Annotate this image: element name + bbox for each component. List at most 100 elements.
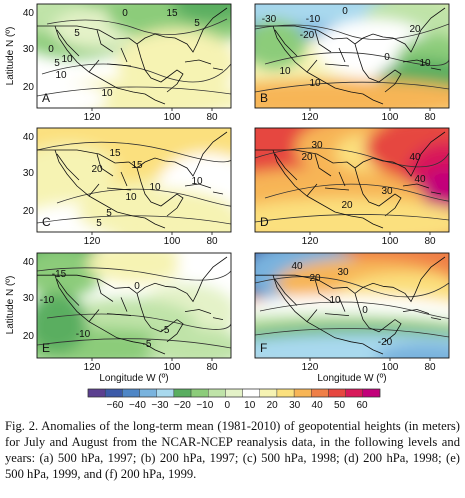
- contour-label: -30: [262, 14, 277, 25]
- contour-label: 10: [329, 295, 341, 306]
- y-tick-label: 30: [23, 293, 35, 304]
- contour-line: [37, 141, 231, 163]
- contour-label: 30: [381, 186, 393, 197]
- y-tick-label: 40: [23, 132, 35, 143]
- contour-line: [37, 86, 231, 97]
- panel-letter: A: [42, 91, 50, 105]
- anomaly-field: [37, 128, 231, 232]
- x-tick-label: 100: [382, 362, 399, 373]
- colorbar-label: 10: [244, 400, 256, 411]
- contour-label: 5: [54, 58, 60, 69]
- contour-line: [255, 81, 449, 93]
- contour-label: 5: [194, 18, 200, 29]
- colorbar-label: −10: [196, 400, 213, 411]
- panel-letter: B: [260, 91, 268, 105]
- panel-letter: C: [42, 215, 51, 229]
- colorbar-swatch: [190, 388, 209, 398]
- colorbar-label: −40: [129, 400, 146, 411]
- panel-f: 40 30 20 10 0 -20: [255, 253, 449, 358]
- x-tick-label: 80: [206, 362, 218, 373]
- contour-label: 40: [291, 261, 303, 272]
- contour-label: 10: [55, 70, 67, 81]
- x-tick-label: 120: [84, 362, 101, 373]
- panel-letter: D: [260, 215, 269, 229]
- x-tick-label: 100: [164, 112, 181, 123]
- contour-label: 20: [409, 24, 421, 35]
- contour-label: -20: [378, 337, 393, 348]
- contour-label: 15: [166, 8, 178, 19]
- colorbar-swatch: [156, 388, 175, 398]
- contour-label: 5: [74, 28, 80, 39]
- anomaly-region: [172, 4, 231, 22]
- panel-b: -30 -20 -10 0 10 20 10 10 0: [255, 4, 449, 108]
- colorbar-label: 30: [289, 400, 301, 411]
- colorbar-frame: [87, 388, 381, 398]
- anomaly-region: [87, 253, 187, 283]
- contour-line: [37, 215, 231, 225]
- contour-label: 10: [125, 192, 137, 203]
- contour-label: 10: [61, 54, 73, 65]
- contour-line: [37, 267, 231, 281]
- contour-label: 20: [309, 273, 321, 284]
- contour-label: -10: [76, 329, 91, 340]
- y-axis-title: Latitude N (º): [5, 276, 16, 335]
- coastline: [37, 131, 228, 229]
- y-tick-label: 30: [23, 168, 35, 179]
- x-tick-label: 100: [382, 236, 399, 247]
- colorbar-label: −60: [107, 400, 124, 411]
- anomaly-region: [255, 79, 449, 108]
- contour-line: [264, 52, 449, 66]
- contour-line: [255, 214, 449, 223]
- anomaly-region: [255, 19, 305, 69]
- contour-label: 30: [337, 267, 349, 278]
- y-tick-label: 40: [23, 257, 35, 268]
- colorbar-swatch: [173, 388, 192, 398]
- contour-label: 0: [362, 305, 368, 316]
- contour-label: 10: [419, 58, 431, 69]
- contour-label: -15: [52, 269, 67, 280]
- contour-label: -10: [306, 14, 321, 25]
- contour-label: 20: [341, 200, 353, 211]
- colorbar-label: 40: [312, 400, 324, 411]
- contour-line: [46, 313, 231, 330]
- contour-line: [255, 23, 449, 41]
- contour-label: 30: [311, 140, 323, 151]
- colorbar-label: −20: [174, 400, 191, 411]
- x-tick-label: 100: [164, 362, 181, 373]
- x-tick-label: 120: [84, 236, 101, 247]
- contour-label: 5: [96, 218, 102, 229]
- colorbar-swatch: [139, 388, 157, 398]
- figure-caption: Fig. 2. Anomalies of the long-term mean …: [5, 419, 460, 481]
- contour-line: [56, 188, 231, 207]
- y-tick-label: 40: [23, 8, 35, 19]
- colorbar-swatch: [122, 388, 140, 398]
- contour-label: 15: [131, 160, 143, 171]
- x-tick-label: 120: [84, 112, 101, 123]
- contour-label: 5: [106, 208, 112, 219]
- panel-letter: F: [260, 341, 267, 355]
- contour-label: -5: [161, 325, 170, 336]
- panel-e: -15 0 -10 -5 -5 -10: [37, 253, 231, 358]
- x-tick-label: 100: [382, 112, 399, 123]
- colorbar-swatch: [311, 388, 329, 398]
- panel-letter: E: [42, 341, 50, 355]
- panel-frame: [36, 252, 232, 359]
- contour-line: [46, 18, 228, 35]
- colorbar-swatch: [225, 388, 243, 398]
- y-axis-title: Latitude N (º): [5, 27, 16, 86]
- x-axis-title: Longitude W (º): [99, 373, 168, 384]
- contour-label: -5: [143, 339, 152, 350]
- contour-label: 0: [134, 281, 140, 292]
- x-tick-label: 100: [164, 236, 181, 247]
- x-tick-label: 120: [302, 236, 319, 247]
- contour-label: 20: [91, 164, 103, 175]
- panel-c: 20 15 10 10 55 10 15: [37, 128, 231, 232]
- contour-label: 0: [122, 8, 128, 19]
- anomaly-region: [37, 293, 87, 353]
- coastline: [37, 7, 228, 105]
- colorbar-label: 0: [224, 400, 230, 411]
- contour-label: 10: [191, 176, 203, 187]
